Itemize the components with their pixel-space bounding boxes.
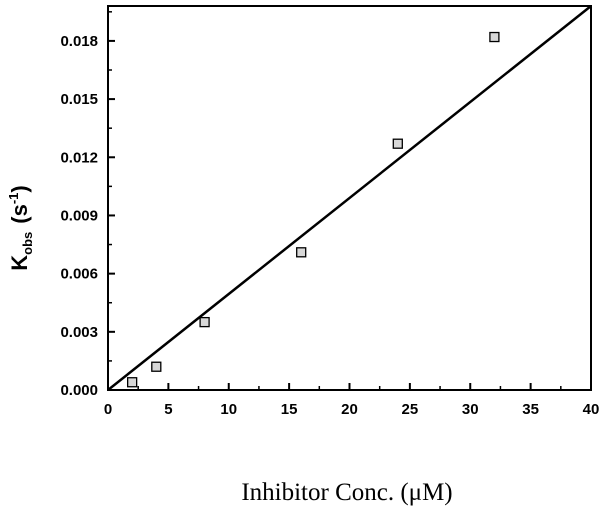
data-point: [127, 377, 138, 388]
x-tick-label: 10: [220, 401, 237, 418]
svg-text:Kobs(s-1): Kobs (s-1): [6, 185, 35, 270]
y-tick-label: 0.000: [60, 382, 98, 399]
x-tick-label: 0: [104, 401, 112, 418]
y-tick-label: 0.018: [60, 33, 98, 50]
y-axis-label: Kobs (s-1): [6, 185, 35, 270]
data-point: [489, 31, 500, 43]
x-axis-label: Inhibitor Conc. (μM): [241, 479, 452, 506]
fit-line: [107, 5, 592, 391]
data-point: [392, 138, 403, 149]
y-tick-label: 0.009: [60, 207, 98, 224]
x-tick-label: 20: [341, 401, 358, 418]
y-axis-label-unit-close: ): [7, 185, 32, 192]
y-axis-label-unit-open: (s: [7, 204, 32, 224]
y-tick-label: 0.015: [60, 91, 98, 108]
x-tick-label: 40: [583, 401, 600, 418]
y-axis-label-main: K: [7, 255, 32, 271]
data-point: [296, 247, 307, 258]
x-tick-label: 25: [402, 401, 419, 418]
y-tick-label: 0.003: [60, 324, 98, 341]
y-axis-label-unit-exp: -1: [6, 193, 21, 205]
x-tick-label: 35: [522, 401, 539, 418]
y-tick-label: 0.006: [60, 266, 98, 283]
data-point: [151, 361, 162, 372]
y-axis-label-subscript: obs: [20, 232, 35, 255]
data-point: [199, 316, 210, 328]
x-tick-label: 15: [281, 401, 298, 418]
x-tick-label: 5: [164, 401, 172, 418]
y-tick-label: 0.012: [60, 149, 98, 166]
x-tick-label: 30: [462, 401, 479, 418]
